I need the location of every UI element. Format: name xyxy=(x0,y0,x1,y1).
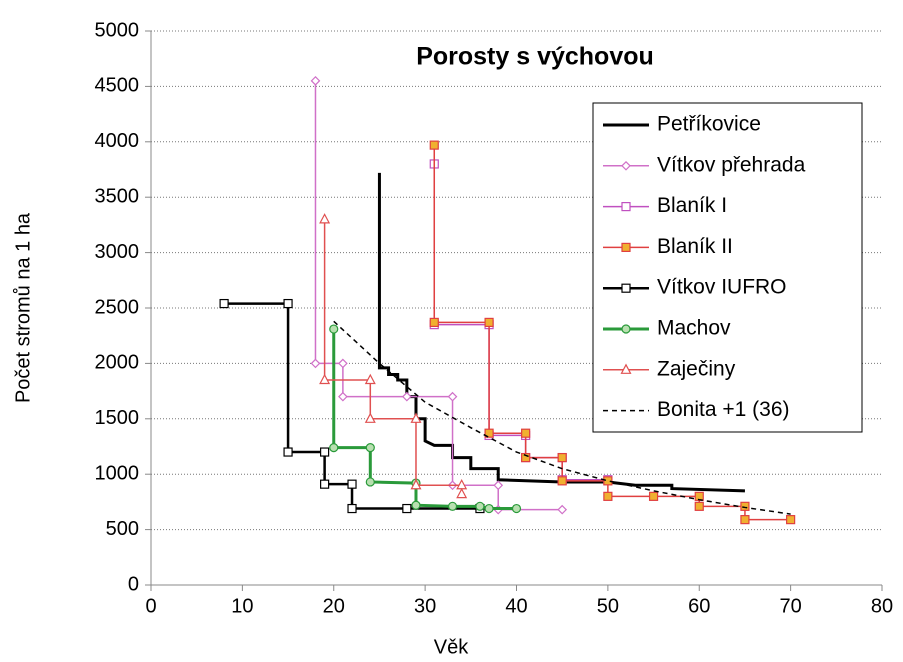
data-point xyxy=(429,317,439,328)
y-tick-label: 2000 xyxy=(95,352,140,374)
data-point xyxy=(603,476,613,486)
data-point xyxy=(364,412,376,423)
series-line xyxy=(224,302,480,510)
data-point xyxy=(557,504,568,515)
x-tick-label: 40 xyxy=(505,595,527,617)
data-point xyxy=(740,501,750,511)
data-point xyxy=(521,428,531,438)
data-point xyxy=(320,447,330,457)
data-point xyxy=(475,501,485,511)
legend-label: Vítkov přehrada xyxy=(657,153,806,176)
data-point xyxy=(786,515,796,525)
y-tick-label: 3500 xyxy=(95,185,140,207)
data-point xyxy=(283,447,293,457)
data-point xyxy=(648,491,659,501)
y-tick-label: 5000 xyxy=(95,19,140,41)
data-point xyxy=(740,515,750,525)
y-tick-label: 0 xyxy=(128,573,139,595)
data-point xyxy=(402,391,412,402)
y-axis-label: Počet stromů na 1 ha xyxy=(12,212,34,403)
data-point xyxy=(338,391,348,402)
legend-label: Zaječiny xyxy=(657,357,736,380)
y-tick-label: 4000 xyxy=(95,130,140,152)
data-point xyxy=(365,477,375,487)
data-point xyxy=(329,324,339,334)
legend-marker xyxy=(621,324,631,334)
data-point xyxy=(557,452,567,463)
x-tick-label: 10 xyxy=(231,595,253,617)
data-point xyxy=(410,478,422,490)
y-tick-label: 3000 xyxy=(95,241,140,263)
series-line xyxy=(332,329,517,511)
data-point xyxy=(410,412,422,423)
x-tick-label: 0 xyxy=(145,595,156,617)
x-tick-label: 70 xyxy=(780,595,802,617)
x-tick-label: 50 xyxy=(597,595,619,617)
data-point xyxy=(603,491,613,501)
data-point xyxy=(402,503,412,514)
legend-box xyxy=(592,102,863,433)
y-tick-label: 500 xyxy=(106,518,139,540)
data-point xyxy=(319,213,331,224)
data-point xyxy=(484,503,494,514)
data-point xyxy=(283,298,293,309)
series-line xyxy=(433,145,791,521)
legend-label: Blaník II xyxy=(657,235,733,258)
data-point xyxy=(521,452,531,463)
x-tick-label: 30 xyxy=(414,595,436,617)
series-line xyxy=(314,80,563,511)
data-point xyxy=(447,501,458,511)
data-point xyxy=(347,503,357,514)
legend-label: Blaník I xyxy=(657,194,727,217)
y-tick-label: 1500 xyxy=(95,407,140,429)
data-point xyxy=(219,298,229,309)
data-point xyxy=(347,479,357,489)
data-point xyxy=(310,358,321,369)
series-line xyxy=(323,219,463,495)
data-point xyxy=(338,358,348,369)
data-point xyxy=(484,428,494,438)
data-point xyxy=(319,373,331,385)
chart-title: Porosty s výchovou xyxy=(416,43,654,71)
data-point xyxy=(310,76,321,86)
data-point xyxy=(365,443,375,453)
y-tick-label: 1000 xyxy=(95,462,140,484)
data-point xyxy=(364,373,376,385)
x-tick-label: 80 xyxy=(871,595,893,617)
legend-marker xyxy=(621,242,631,252)
x-tick-label: 60 xyxy=(688,595,710,617)
legend-label: Petříkovice xyxy=(657,113,761,136)
legend: Petříkovice Vítkov přehrada Blaník I Blaník… xyxy=(592,102,863,433)
data-point xyxy=(484,317,494,328)
x-axis-label: Věk xyxy=(434,636,469,658)
data-point xyxy=(557,476,567,486)
data-point xyxy=(493,480,504,491)
data-point xyxy=(411,500,421,510)
legend-marker xyxy=(621,160,631,171)
data-point xyxy=(320,479,330,489)
data-point xyxy=(694,501,704,511)
legend-label: Machov xyxy=(657,317,731,340)
y-tick-label: 2500 xyxy=(95,296,140,318)
legend-label: Vítkov IUFRO xyxy=(657,276,787,299)
legend-marker xyxy=(621,283,631,293)
data-point xyxy=(511,503,522,514)
legend-marker xyxy=(621,202,631,212)
data-point xyxy=(429,140,439,150)
data-point xyxy=(447,391,458,402)
legend-label: Bonita +1 (36) xyxy=(657,398,790,421)
data-point xyxy=(329,443,339,453)
legend-marker xyxy=(620,363,632,374)
series-line xyxy=(333,320,791,515)
x-tick-label: 20 xyxy=(323,595,345,617)
data-point xyxy=(456,487,468,499)
y-tick-label: 4500 xyxy=(95,75,140,97)
